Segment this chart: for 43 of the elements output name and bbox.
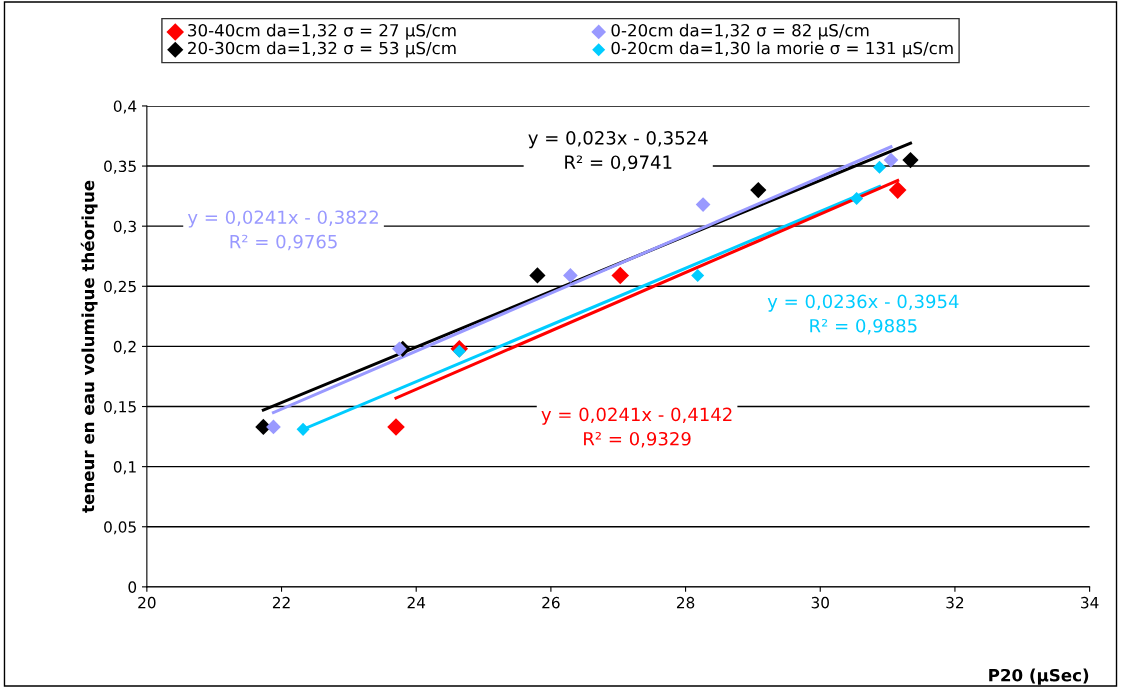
- point: [563, 268, 578, 283]
- point: [296, 422, 310, 436]
- legend-label: 0-20cm da=1,30 la morie σ = 131 µS/cm: [611, 41, 953, 58]
- y-tick-label: 0,15: [104, 400, 136, 415]
- point: [888, 181, 907, 199]
- x-tick-label: 34: [1081, 596, 1099, 609]
- point: [611, 266, 630, 285]
- y-tick-label: 0,25: [104, 280, 136, 294]
- point: [902, 151, 919, 169]
- point: [266, 419, 281, 435]
- annotation: y = 0,023x - 0,3524 R² = 0,9741: [528, 131, 708, 171]
- point: [850, 192, 864, 206]
- annotation: y = 0,0241x - 0,3822 R² = 0,9765: [187, 210, 378, 251]
- legend-label: 20-30cm da=1,32 σ = 53 µS/cm: [188, 41, 456, 58]
- x-tick-label: 22: [272, 596, 290, 609]
- point: [452, 344, 466, 358]
- y-tick-label: 0,3: [113, 220, 136, 234]
- y-tick-label: 0,2: [113, 340, 136, 354]
- annotation: y = 0,0241x - 0,4142 R² = 0,9329: [541, 407, 732, 448]
- point: [691, 268, 705, 282]
- x-tick-label: 28: [676, 596, 695, 609]
- y-tick-label: 0: [128, 581, 137, 593]
- y-axis-title: teneur en eau volumique théorique: [80, 180, 98, 513]
- x-tick-label: 32: [946, 596, 964, 609]
- point: [392, 341, 407, 357]
- annotation: y = 0,0236x - 0,3954 R² = 0,9885: [767, 294, 959, 335]
- point: [695, 197, 711, 212]
- y-tick-label: 0,05: [104, 521, 136, 535]
- x-tick-label: 30: [811, 596, 829, 609]
- legend-label: 30-40cm da=1,32 σ = 27 µS/cm: [188, 23, 456, 40]
- point: [750, 182, 767, 199]
- point: [529, 267, 546, 284]
- point: [883, 152, 899, 168]
- y-tick-label: 0,35: [104, 160, 136, 174]
- point: [873, 160, 887, 174]
- x-tick-label: 20: [138, 596, 156, 609]
- x-axis-title: P20 (µSec): [989, 668, 1089, 685]
- legend-label: 0-20cm da=1,32 σ = 82 µS/cm: [611, 23, 869, 40]
- x-tick-label: 26: [542, 596, 560, 609]
- y-tick-label: 0,4: [113, 100, 137, 114]
- point: [387, 418, 405, 436]
- x-tick-label: 24: [407, 596, 426, 609]
- y-tick-label: 0,1: [113, 461, 136, 475]
